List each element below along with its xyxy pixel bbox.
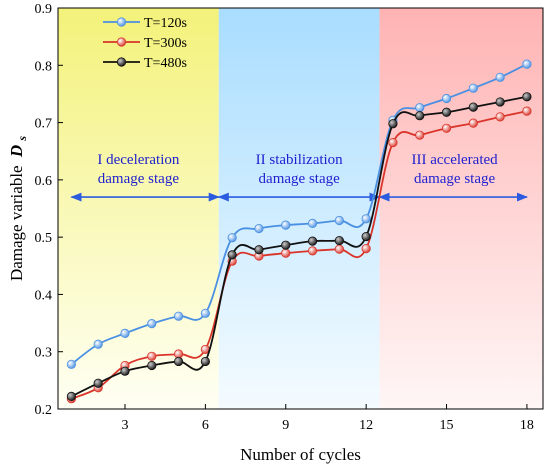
data-point [495, 112, 505, 122]
data-point [388, 138, 398, 148]
series-1 [66, 59, 532, 369]
data-point [415, 103, 425, 113]
y-tick-label: 0.9 [35, 2, 53, 17]
y-axis-subscript: s [15, 136, 29, 142]
data-point [307, 218, 318, 228]
data-point [415, 111, 425, 121]
data-point [361, 231, 371, 242]
series-3 [66, 92, 532, 401]
x-tick-label: 6 [202, 418, 209, 433]
stage-background-3 [379, 8, 543, 409]
legend-item-2: T=300s [103, 36, 187, 51]
data-point [388, 119, 398, 129]
y-axis-symbol: D [7, 145, 26, 158]
data-point [227, 250, 237, 260]
stage-background-layer [58, 8, 543, 409]
legend: T=120s T=300s T=480s [103, 16, 187, 71]
x-tick-label: 12 [359, 418, 373, 433]
x-axis-title: Number of cycles [240, 445, 361, 464]
data-point [495, 97, 505, 107]
legend-label: T=300s [144, 36, 187, 51]
data-point [334, 244, 344, 254]
y-tick-label: 0.4 [35, 288, 53, 303]
data-point [495, 72, 505, 82]
data-point [254, 245, 264, 255]
stage-label-1-line1: I deceleration [97, 152, 180, 168]
data-point [441, 93, 452, 104]
y-tick-label: 0.2 [35, 403, 53, 418]
data-point [200, 308, 210, 318]
data-point [66, 359, 76, 369]
axis-layer: 3 6 9 12 15 18 0.2 0.3 0.4 0.5 0.6 0.7 0.8 0.9 [35, 2, 534, 433]
data-point [93, 339, 103, 349]
data-point [522, 59, 532, 69]
data-point [441, 107, 452, 117]
stage-label-1-line2: damage stage [98, 171, 180, 187]
data-point [254, 223, 264, 234]
data-point [522, 92, 532, 102]
stage-label-2-line2: damage stage [259, 171, 341, 187]
series-layer [66, 59, 532, 404]
stage-label-3-line1: III accelerated [411, 152, 498, 168]
data-point [468, 118, 478, 128]
x-tick-label: 15 [440, 418, 454, 433]
data-point [173, 311, 184, 321]
data-point [441, 123, 452, 133]
y-tick-label: 0.5 [35, 231, 53, 246]
x-tick-label: 9 [282, 418, 289, 433]
x-tick-label: 3 [121, 418, 128, 433]
data-point [200, 356, 210, 367]
y-tick-label: 0.8 [35, 59, 53, 74]
legend-swatch-marker [116, 17, 127, 27]
plot-frame [57, 7, 544, 410]
data-point [307, 236, 318, 246]
data-point [147, 351, 157, 361]
data-point [281, 240, 291, 250]
stage-label-3-line2: damage stage [414, 171, 496, 187]
data-point [281, 248, 291, 258]
data-point [334, 235, 344, 246]
legend-label: T=120s [144, 16, 187, 31]
legend-item-3: T=480s [103, 56, 187, 71]
stage-background-2 [218, 8, 380, 409]
data-point [173, 356, 184, 367]
data-point [307, 246, 318, 256]
data-point [468, 102, 478, 112]
data-point [281, 220, 291, 230]
data-point [147, 360, 157, 371]
data-point [334, 215, 344, 226]
stage-label-2-line1: II stabilization [256, 152, 344, 168]
y-axis-title: Damage variable D s [7, 136, 29, 281]
data-point [147, 319, 157, 329]
data-point [66, 391, 76, 401]
data-point [227, 233, 237, 243]
stage-label-layer: I deceleration damage stage II stabilizati… [97, 152, 498, 187]
data-point [120, 366, 130, 376]
legend-item-1: T=120s [103, 16, 187, 31]
y-axis-title-text: Damage variable [7, 165, 26, 281]
stage-background-1 [58, 8, 219, 409]
data-point [361, 244, 371, 254]
y-tick-label: 0.6 [35, 174, 53, 189]
data-point [415, 130, 425, 140]
legend-swatch-marker [116, 37, 127, 47]
data-point [361, 214, 371, 224]
data-point [93, 378, 103, 388]
x-tick-label: 18 [520, 418, 534, 433]
data-point [468, 83, 478, 93]
y-tick-label: 0.7 [35, 117, 53, 132]
data-point [522, 106, 532, 116]
legend-label: T=480s [144, 56, 187, 71]
y-tick-label: 0.3 [35, 346, 53, 361]
legend-swatch-marker [116, 57, 127, 67]
data-point [120, 328, 130, 338]
